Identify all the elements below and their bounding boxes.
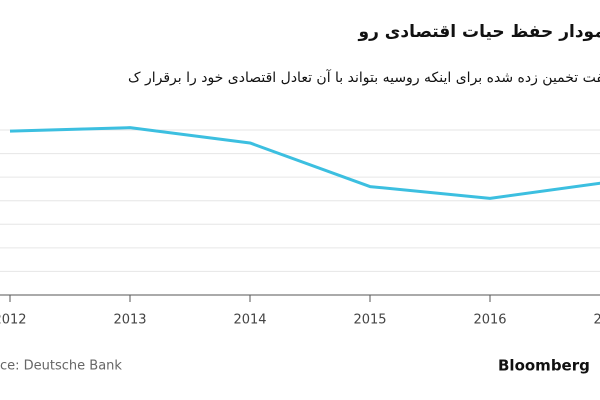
x-tick-label: 2015 — [353, 313, 386, 328]
x-tick-label: 2014 — [233, 313, 266, 328]
x-tick-label: 2016 — [473, 313, 506, 328]
chart-subtitle: ت نفت تخمین زده شده برای اینکه روسیه بتو… — [128, 69, 600, 86]
x-tick-label: 2013 — [113, 313, 146, 328]
line-series — [9, 126, 600, 200]
brand: Bloomberg — [498, 357, 590, 375]
source: ce: Deutsche Bank — [0, 359, 122, 374]
x-tick-label: 2012 — [0, 313, 27, 328]
chart-title: نمودار حفظ حیات اقتصادی رو — [358, 22, 600, 42]
x-tick-label: 2017 — [593, 313, 600, 328]
